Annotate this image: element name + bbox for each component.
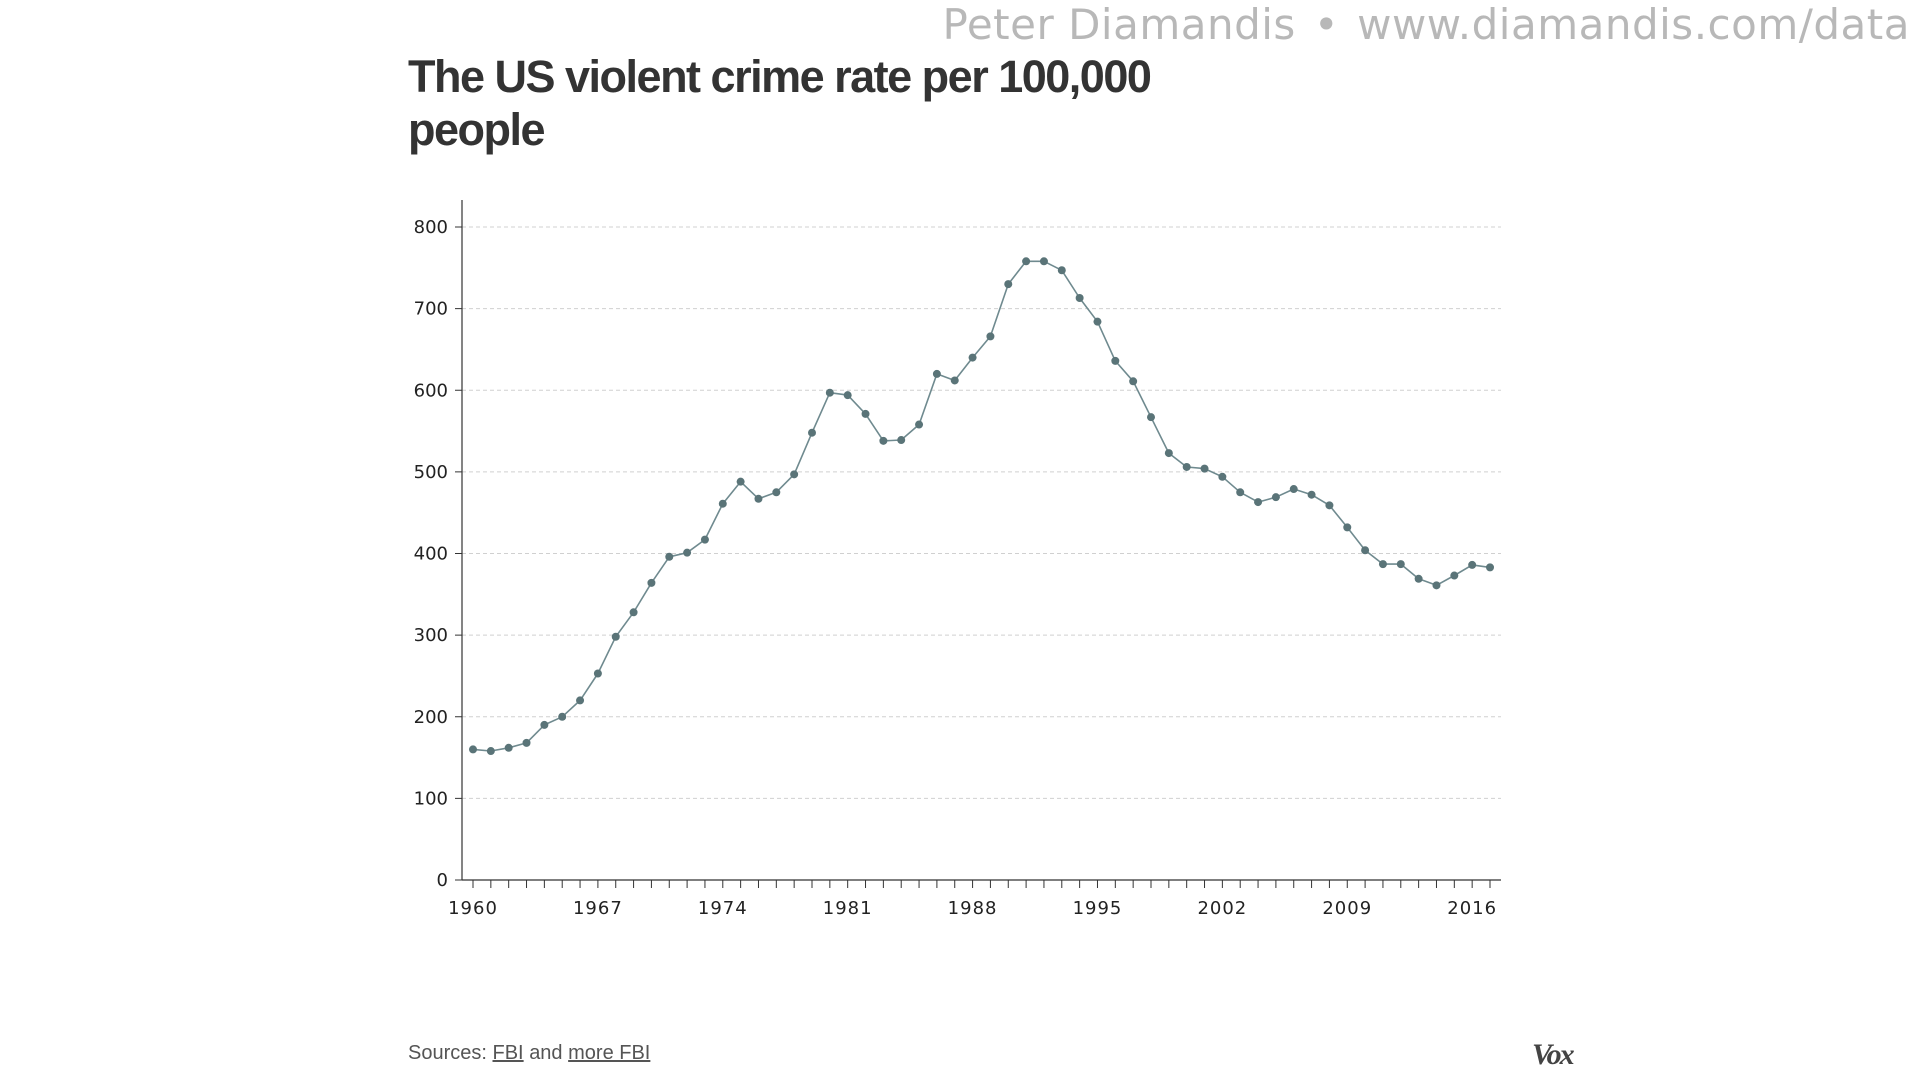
data-point-1960 [469,745,477,754]
data-point-1969 [629,608,638,617]
data-point-2017 [1486,563,1494,572]
data-point-1998 [1147,413,1155,422]
data-point-1974 [718,499,727,508]
line-layer [472,260,1491,752]
series-line-0 [472,260,1491,752]
x-tick-label-1960: 1960 [448,898,498,919]
more-fbi-link[interactable]: more FBI [568,1042,651,1064]
data-point-1966 [576,696,585,705]
data-point-1984 [897,436,906,445]
data-point-1989 [986,332,995,341]
data-point-2006 [1289,485,1298,494]
data-point-1986 [932,369,941,378]
data-point-1979 [808,428,816,437]
y-tick-label-800: 800 [414,217,448,238]
watermark: Peter Diamandis • www.diamandis.com/data [942,0,1910,49]
axis-layer: 0 100 200 300 400 500 600 700 800 1960 1967 1974 198… [414,200,1501,919]
data-point-2015 [1450,571,1459,580]
x-tick-label-1988: 1988 [948,898,998,919]
watermark-separator: • [1313,0,1340,49]
data-point-1993 [1057,266,1066,275]
data-point-2000 [1182,462,1191,471]
x-tick-label-1974: 1974 [698,898,748,919]
x-tick-label-2002: 2002 [1197,898,1247,919]
chart-title: The US violent crime rate per 100,000 pe… [408,51,1152,155]
data-point-1996 [1111,356,1120,365]
data-point-1981 [843,391,852,400]
data-point-2002 [1218,472,1227,481]
vox-logo: Vox [1532,1038,1575,1071]
data-point-1980 [825,388,834,397]
data-point-1973 [700,535,709,544]
data-point-2004 [1254,498,1263,507]
data-point-2012 [1396,560,1405,569]
y-tick-label-700: 700 [414,299,448,320]
data-point-1975 [736,477,745,486]
sources-prefix: Sources: [408,1042,487,1064]
data-point-1970 [647,578,656,587]
data-point-2003 [1236,488,1245,497]
sources-joiner: and [529,1042,563,1064]
y-tick-label-100: 100 [414,788,448,809]
data-point-1968 [611,632,620,641]
y-tick-label-0: 0 [437,870,448,891]
data-point-1992 [1039,257,1048,266]
data-point-1963 [522,738,531,747]
data-point-2005 [1271,493,1280,502]
y-tick-label-500: 500 [414,462,448,483]
data-point-2001 [1200,464,1209,473]
watermark-author: Peter Diamandis [942,0,1296,49]
marker-layer [469,257,1494,756]
data-point-1997 [1129,377,1138,386]
data-point-1967 [593,669,602,678]
x-tick-label-2009: 2009 [1322,898,1372,919]
y-tick-label-400: 400 [414,544,448,565]
data-point-2016 [1468,560,1477,569]
x-tick-label-2016: 2016 [1447,898,1497,919]
grid-layer [462,226,1501,799]
data-point-1965 [558,712,567,721]
data-point-1999 [1164,449,1173,458]
data-point-2011 [1378,560,1387,569]
data-point-1983 [879,436,888,445]
data-point-2013 [1414,574,1423,583]
line-chart: 0 100 200 300 400 500 600 700 800 1960 1967 1974 198… [414,200,1501,919]
data-point-1964 [540,720,549,729]
data-point-1987 [950,376,959,385]
x-tick-label-1981: 1981 [823,898,873,919]
y-tick-label-200: 200 [414,707,448,728]
data-point-1977 [772,488,781,497]
fbi-link[interactable]: FBI [492,1042,524,1064]
data-point-2009 [1343,523,1352,532]
data-point-1972 [683,548,692,557]
watermark-website: www.diamandis.com/data [1357,0,1910,49]
data-point-1962 [504,743,513,752]
data-point-1976 [754,494,763,503]
data-point-1995 [1093,317,1102,326]
data-point-2010 [1361,546,1370,555]
x-tick-label-1995: 1995 [1073,898,1123,919]
data-point-1982 [861,409,870,418]
data-point-1985 [915,420,924,429]
x-tick-label-1967: 1967 [573,898,623,919]
data-point-1961 [486,747,495,756]
data-point-2007 [1307,490,1316,499]
data-point-2008 [1325,501,1334,510]
data-point-1990 [1004,280,1013,289]
data-point-1988 [968,353,977,362]
data-point-2014 [1432,581,1441,590]
data-point-1971 [665,552,674,561]
data-point-1978 [790,470,799,479]
y-tick-label-600: 600 [414,380,448,401]
y-tick-label-300: 300 [414,625,448,646]
data-point-1991 [1022,257,1031,266]
sources-footer: Sources: FBI and more FBI [408,1042,650,1065]
data-point-1994 [1075,294,1084,303]
